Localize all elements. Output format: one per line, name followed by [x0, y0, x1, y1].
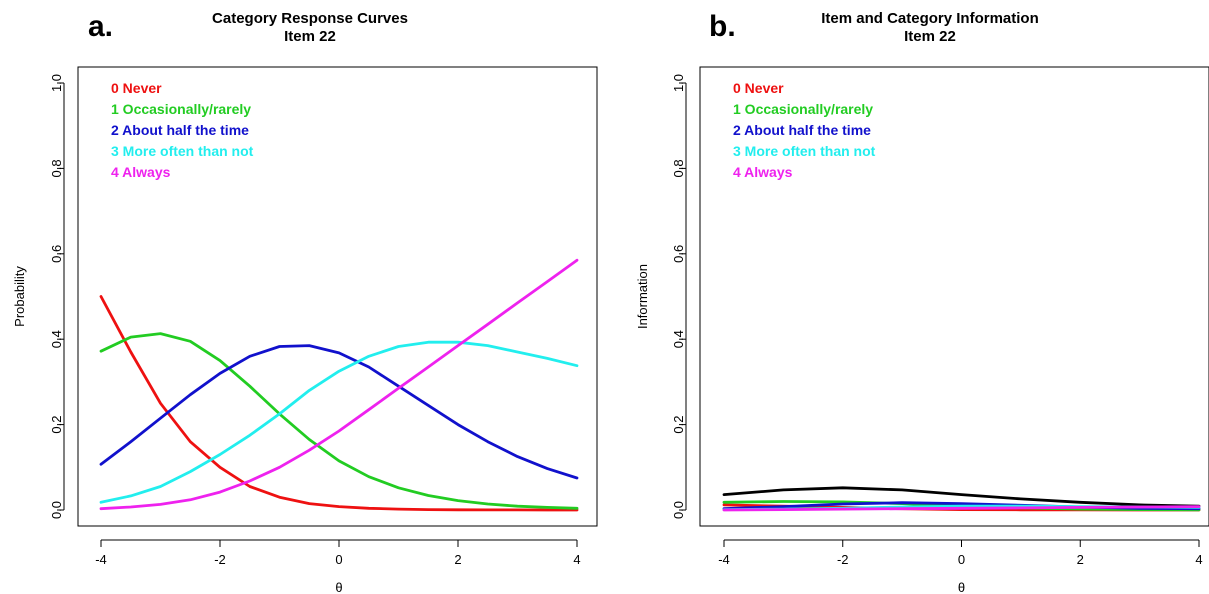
- plot-frame-a: [77, 66, 598, 527]
- legend-entry-b-3: 3 More often than not: [733, 143, 876, 159]
- series-line-a-3: [99, 340, 579, 504]
- panel-b-title-line2: Item 22: [904, 28, 956, 45]
- x-tick-label-b-3: 2: [1077, 552, 1084, 567]
- panel-b-title: Item and Category Information Item 22: [780, 10, 1080, 46]
- y-tick-label-a-0: 0.0: [49, 501, 64, 519]
- panel-a-title-line1: Category Response Curves: [212, 10, 408, 27]
- x-axis-title-b: θ: [958, 580, 965, 594]
- series-line-a-4: [99, 258, 579, 511]
- y-axis-title-b: Information: [635, 264, 650, 329]
- legend-entry-a-1: 1 Occasionally/rarely: [111, 101, 251, 117]
- panel-a-title: Category Response Curves Item 22: [160, 10, 460, 46]
- legend-entry-a-0: 0 Never: [111, 80, 162, 96]
- y-tick-label-a-2: 0.4: [49, 330, 64, 348]
- y-tick-label-b-5: 1.0: [671, 74, 686, 92]
- legend-entry-a-2: 2 About half the time: [111, 122, 249, 138]
- series-line-a-0: [99, 295, 579, 512]
- legend-entry-a-3: 3 More often than not: [111, 143, 254, 159]
- x-tick-label-b-2: 0: [958, 552, 965, 567]
- y-tick-label-b-1: 0.2: [671, 416, 686, 434]
- x-axis-title-a: θ: [335, 580, 342, 594]
- panel-b-title-line1: Item and Category Information: [821, 10, 1039, 27]
- y-tick-label-b-3: 0.6: [671, 245, 686, 263]
- x-tick-label-b-0: -4: [718, 552, 730, 567]
- legend-entry-a-4: 4 Always: [111, 164, 171, 180]
- series-line-a-2: [99, 344, 579, 480]
- panel-a-title-line2: Item 22: [284, 28, 336, 45]
- y-tick-label-b-0: 0.0: [671, 501, 686, 519]
- series-line-b-0: [722, 486, 1201, 508]
- legend-entry-b-0: 0 Never: [733, 80, 784, 96]
- x-tick-label-a-4: 4: [573, 552, 580, 567]
- y-axis-title-a: Probability: [12, 266, 27, 327]
- x-tick-label-a-2: 0: [335, 552, 342, 567]
- legend-entry-b-4: 4 Always: [733, 164, 793, 180]
- plot-frame-b: [699, 66, 1209, 527]
- x-tick-label-b-4: 4: [1195, 552, 1202, 567]
- y-tick-label-a-3: 0.6: [49, 245, 64, 263]
- y-tick-label-b-4: 0.8: [671, 159, 686, 177]
- x-tick-label-a-0: -4: [95, 552, 107, 567]
- x-tick-label-a-3: 2: [454, 552, 461, 567]
- y-tick-label-a-4: 0.8: [49, 159, 64, 177]
- panel-b-label: b.: [709, 10, 736, 43]
- x-tick-label-b-1: -2: [837, 552, 849, 567]
- series-line-a-1: [99, 332, 579, 510]
- x-tick-label-a-1: -2: [214, 552, 226, 567]
- legend-entry-b-2: 2 About half the time: [733, 122, 871, 138]
- series-line-b-5: [722, 505, 1201, 512]
- y-tick-label-b-2: 0.4: [671, 330, 686, 348]
- y-tick-label-a-5: 1.0: [49, 74, 64, 92]
- panel-a-label: a.: [88, 10, 114, 43]
- y-tick-label-a-1: 0.2: [49, 416, 64, 434]
- legend-entry-b-1: 1 Occasionally/rarely: [733, 101, 873, 117]
